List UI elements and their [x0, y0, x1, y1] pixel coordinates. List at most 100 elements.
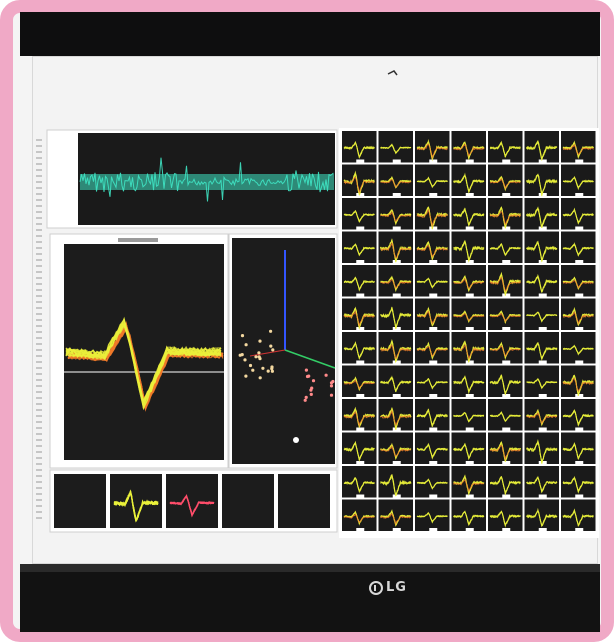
channel-waveform-red [416, 208, 448, 228]
channel-cell-label [575, 193, 584, 196]
channel-waveform-red [562, 311, 594, 325]
channel-cell-label [356, 159, 365, 163]
screen-mark [387, 70, 398, 76]
channel-waveform [526, 276, 558, 293]
channel-cell-label [538, 226, 547, 230]
channel-waveform [453, 442, 485, 459]
channel-waveform-red [380, 409, 412, 427]
channel-cell-label [575, 327, 584, 330]
channel-cell-label [356, 427, 365, 431]
channel-waveform [453, 208, 485, 226]
cluster-point [304, 368, 308, 372]
channel-waveform [343, 477, 375, 494]
channel-waveform [343, 277, 375, 290]
unit-thumbnails [54, 474, 330, 528]
cluster-axis-x [284, 349, 336, 369]
cluster-point [251, 368, 255, 372]
channel-cell-label [575, 159, 584, 163]
channel-waveform [380, 275, 412, 292]
channel-cell-label [502, 494, 511, 498]
cluster-point [257, 355, 261, 359]
cluster-plot [232, 238, 335, 464]
channel-cell-label [575, 226, 584, 230]
cluster-point [324, 373, 328, 377]
unit-waveform [113, 490, 159, 523]
channel-cell-label [429, 327, 438, 330]
channel-waveform [453, 172, 485, 195]
channel-waveform [380, 475, 412, 497]
cluster-point [261, 366, 265, 370]
channel-cell-label [429, 260, 438, 263]
waveform-title-bar [118, 238, 158, 242]
channel-waveform [489, 374, 521, 396]
cluster-point [269, 344, 273, 348]
channel-waveform [343, 142, 375, 159]
channel-waveform [453, 310, 485, 324]
raw-trace-band [80, 174, 334, 190]
unit-thumbnail [166, 474, 218, 528]
channel-waveform [562, 443, 594, 461]
channel-waveform-red [489, 276, 521, 292]
channel-waveform [526, 378, 558, 389]
channel-waveform [380, 375, 412, 392]
channel-cell-label [429, 360, 438, 364]
channel-cell-label [502, 293, 511, 297]
channel-waveform-red [380, 444, 412, 458]
cluster-point [238, 353, 242, 357]
channel-cell [378, 131, 413, 163]
channel-waveform [562, 510, 594, 526]
channel-waveform [343, 210, 375, 223]
channel-cell-label [465, 293, 474, 297]
channel-cell-label [392, 360, 401, 364]
channel-waveform-red [562, 377, 594, 393]
channel-waveform-red [416, 244, 448, 259]
channel-cell-label [429, 193, 438, 196]
channel-grid [342, 131, 596, 531]
channel-cell [378, 164, 413, 196]
channel-cell [415, 466, 450, 498]
channel-cell [415, 265, 450, 297]
channel-waveform-red [490, 345, 521, 357]
channel-waveform [489, 510, 521, 526]
channel-cell [488, 399, 523, 431]
cluster-point [269, 329, 273, 333]
channel-cell-label [465, 327, 474, 330]
channel-cell-label [356, 528, 365, 531]
channel-cell-label [356, 327, 365, 330]
channel-waveform [526, 174, 558, 196]
channel-cell-label [538, 427, 547, 431]
channel-cell [524, 365, 559, 397]
channel-cell-label [502, 528, 511, 531]
channel-cell-label [465, 461, 474, 464]
channel-cell [342, 198, 377, 230]
channel-waveform-red [489, 312, 521, 323]
raw-trace [79, 157, 334, 202]
channel-cell-label [575, 494, 584, 498]
channel-waveform-red [562, 279, 594, 289]
channel-waveform-red [453, 277, 484, 289]
channel-cell-label [502, 394, 511, 397]
cluster-point [307, 374, 311, 378]
channel-cell-label [392, 260, 401, 263]
channel-waveform-red [562, 143, 594, 155]
channel-cell-label [429, 494, 438, 498]
channel-cell-label [538, 528, 547, 531]
channel-waveform [416, 176, 448, 188]
channel-cell-label [502, 461, 511, 464]
channel-cell-label [465, 159, 474, 163]
cluster-axis-y [249, 349, 286, 357]
channel-waveform [562, 309, 594, 326]
channel-cell-label [356, 461, 365, 464]
channel-cell-label [465, 494, 474, 498]
channel-cell [451, 298, 486, 330]
channel-waveform-red [380, 279, 412, 289]
monitor-brand-text: LG [386, 580, 407, 595]
channel-waveform-red [416, 143, 448, 159]
channel-waveform [453, 375, 485, 395]
channel-cell [451, 399, 486, 431]
channel-cell-label [392, 494, 401, 498]
channel-waveform [489, 411, 521, 422]
channel-waveform-red [489, 444, 521, 461]
channel-cell-label [502, 427, 511, 431]
